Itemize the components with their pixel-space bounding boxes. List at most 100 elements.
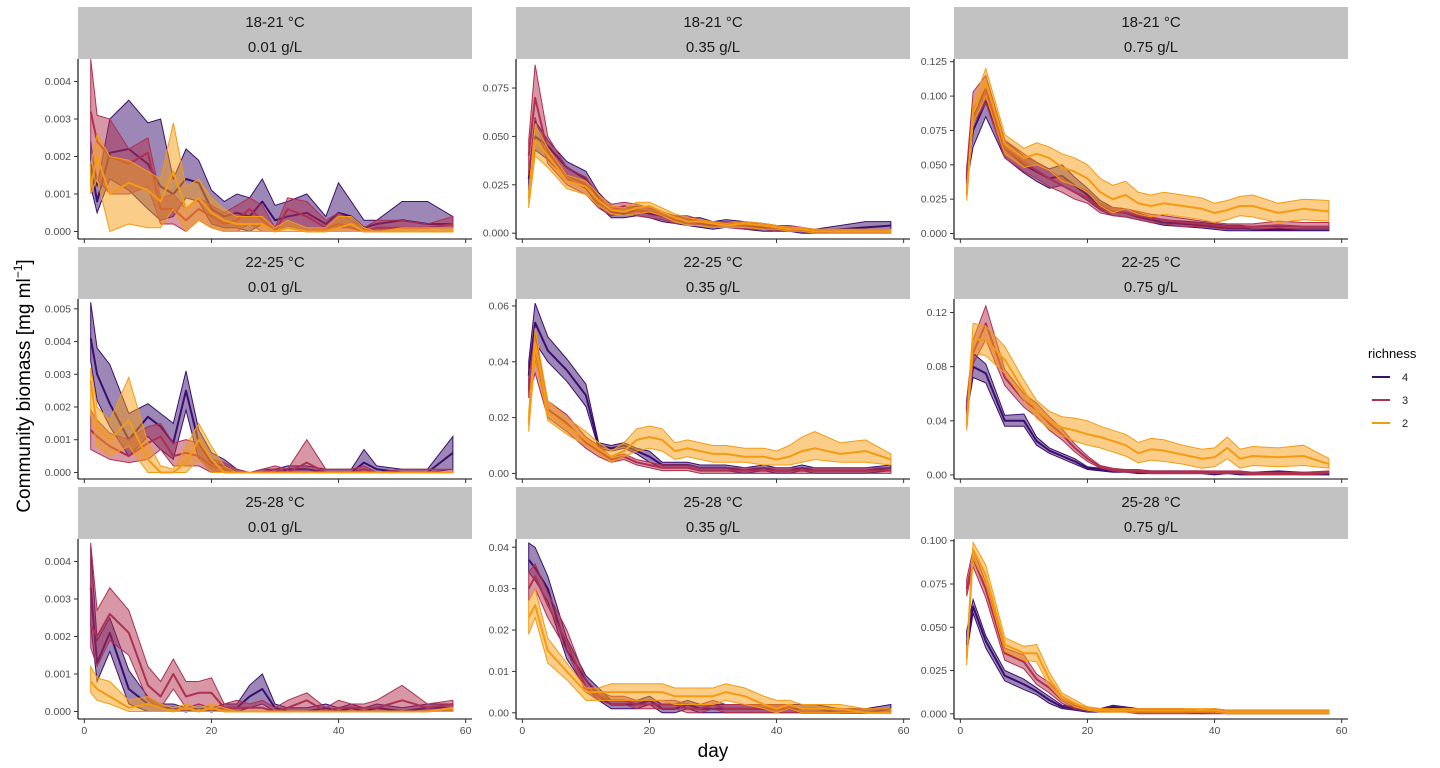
ribbon-richness-2 xyxy=(966,322,1330,469)
facet-strip xyxy=(516,7,910,59)
x-tick-label: 0 xyxy=(957,725,963,737)
y-tick-label: 0.025 xyxy=(483,179,509,191)
y-tick-label: 0.04 xyxy=(489,542,510,554)
y-tick-label: 0.002 xyxy=(45,402,71,414)
facet-strip xyxy=(954,487,1348,539)
x-tick-label: 40 xyxy=(771,725,783,737)
y-axis-title: Community biomass [mg ml−1] xyxy=(11,259,35,512)
y-tick-label: 0.125 xyxy=(921,56,947,68)
facet-strip-concentration: 0.75 g/L xyxy=(1124,519,1178,536)
facet-strip-temperature: 22-25 °C xyxy=(683,254,743,271)
y-tick-label: 0.100 xyxy=(921,535,947,547)
line-richness-2 xyxy=(89,155,453,233)
x-tick-label: 0 xyxy=(81,725,87,737)
y-tick-label: 0.002 xyxy=(45,151,71,163)
y-tick-label: 0.00 xyxy=(927,469,948,481)
ribbon-richness-3 xyxy=(966,547,1330,715)
y-tick-label: 0.003 xyxy=(45,114,71,126)
y-tick-label: 0.001 xyxy=(45,434,71,446)
facet-strip-concentration: 0.35 g/L xyxy=(686,39,740,56)
facet-strip-temperature: 18-21 °C xyxy=(245,14,305,31)
y-tick-label: 0.08 xyxy=(927,361,948,373)
facet-strip xyxy=(516,487,910,539)
x-axis-title: day xyxy=(698,741,729,762)
legend-title: richness xyxy=(1368,346,1417,361)
panel-4: 22-25 °C 0.01 g/L 0.000 0.001 0.002 0.003 0.00… xyxy=(45,247,472,497)
y-tick-label: 0.005 xyxy=(45,303,71,315)
y-tick-label: 0.004 xyxy=(45,336,71,348)
line-richness-2 xyxy=(89,680,454,713)
facet-strip xyxy=(78,487,472,539)
y-tick-label: 0.001 xyxy=(45,669,71,681)
y-tick-label: 0.050 xyxy=(921,622,947,634)
panel-5: 22-25 °C0.35 g/L0.000.020.040.060204060 xyxy=(489,247,910,497)
y-tick-label: 0.075 xyxy=(483,83,509,95)
y-tick-label: 0.06 xyxy=(489,300,510,312)
y-tick-label: 0.12 xyxy=(927,307,948,319)
panel-6: 22-25 °C0.75 g/L0.000.040.080.120204060 xyxy=(927,247,1348,497)
line-richness-2 xyxy=(89,380,453,474)
panel-3: 18-21 °C 0.75 g/L 0.000 0.025 0.050 0.075 0.10… xyxy=(921,7,1348,257)
x-tick-label: 60 xyxy=(898,725,910,737)
line-richness-2 xyxy=(527,341,892,461)
panel-1: 18-21 °C 0.01 g/L 0.000 0.001 0.002 0.003 0.00… xyxy=(45,7,472,257)
x-tick-label: 60 xyxy=(1336,725,1348,737)
y-tick-label: 0.02 xyxy=(489,412,510,424)
ribbon-richness-4 xyxy=(966,352,1330,476)
legend-label-3: 3 xyxy=(1402,395,1408,407)
line-richness-2 xyxy=(527,139,891,233)
facet-strip-concentration: 0.75 g/L xyxy=(1124,39,1178,56)
x-tick-label: 20 xyxy=(644,725,656,737)
legend-entry-2: 2 xyxy=(1372,418,1408,430)
y-axis-title-end: ] xyxy=(14,259,35,264)
x-tick-label: 20 xyxy=(1082,725,1094,737)
y-tick-label: 0.02 xyxy=(489,625,510,637)
y-tick-label: 0.04 xyxy=(489,356,510,368)
y-axis-title-superscript: −1 xyxy=(11,264,25,278)
line-richness-3 xyxy=(89,613,454,713)
y-axis-title-main: Community biomass [mg ml xyxy=(14,278,35,512)
y-tick-label: 0.075 xyxy=(921,579,947,591)
y-tick-label: 0.002 xyxy=(45,631,71,643)
facet-strip-concentration: 0.35 g/L xyxy=(686,279,740,296)
y-tick-label: 0.004 xyxy=(45,556,71,568)
facet-strip-temperature: 25-28 °C xyxy=(245,494,305,511)
facet-strip-temperature: 25-28 °C xyxy=(683,494,743,511)
line-richness-2 xyxy=(965,81,1330,214)
line-richness-3 xyxy=(965,557,1329,714)
y-tick-label: 0.00 xyxy=(489,468,510,480)
y-tick-label: 0.001 xyxy=(45,189,71,201)
ribbon-richness-2 xyxy=(528,587,892,714)
panel-8: 25-28 °C 0.35 g/L 0.00 0.01 0.02 0.03 0.04 0 20 4… xyxy=(489,487,910,737)
y-tick-label: 0.000 xyxy=(45,706,71,718)
panel-7: 25-28 °C 0.01 g/L 0.000 0.001 0.002 0.003 0.00… xyxy=(45,487,472,737)
y-tick-label: 0.050 xyxy=(921,159,947,171)
facet-strip-temperature: 22-25 °C xyxy=(1121,254,1181,271)
line-richness-3 xyxy=(527,96,891,233)
y-tick-label: 0.000 xyxy=(921,708,947,720)
y-tick-label: 0.075 xyxy=(921,125,947,137)
y-tick-label: 0.04 xyxy=(927,415,948,427)
facet-strip xyxy=(516,247,910,299)
ribbon-richness-3 xyxy=(528,64,892,234)
facet-strip-concentration: 0.01 g/L xyxy=(248,519,302,536)
legend: richness 4 3 2 xyxy=(1368,346,1417,430)
facet-strip xyxy=(78,247,472,299)
ribbon-richness-2 xyxy=(966,66,1330,224)
facet-strip-temperature: 25-28 °C xyxy=(1121,494,1181,511)
y-tick-label: 0.000 xyxy=(45,467,71,479)
y-tick-label: 0.003 xyxy=(45,594,71,606)
y-tick-label: 0.025 xyxy=(921,665,947,677)
ribbon-richness-3 xyxy=(528,333,892,474)
y-tick-label: 0.03 xyxy=(489,583,510,595)
facet-strip xyxy=(954,247,1348,299)
x-tick-label: 60 xyxy=(460,725,472,737)
panel-grid: 18-21 °C0.01 g/L0.0000.0010.0020.0030.00… xyxy=(45,7,1348,737)
legend-label-2: 2 xyxy=(1402,418,1408,430)
facet-strip xyxy=(954,7,1348,59)
y-tick-label: 0.100 xyxy=(921,91,947,103)
y-tick-label: 0.01 xyxy=(489,666,510,678)
facet-strip-concentration: 0.75 g/L xyxy=(1124,279,1178,296)
y-tick-label: 0.004 xyxy=(45,76,71,88)
